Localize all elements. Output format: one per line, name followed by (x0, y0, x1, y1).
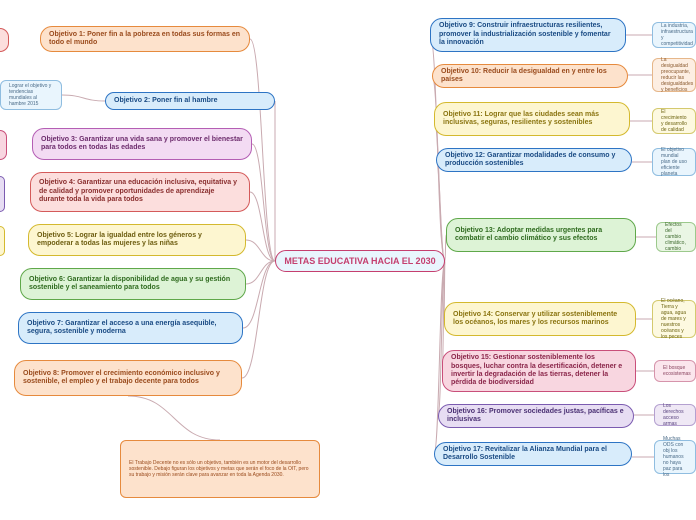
left-node-7[interactable]: Objetivo 7: Garantizar el acceso a una e… (18, 312, 243, 344)
left-node-2[interactable]: Objetivo 2: Poner fin al hambre (105, 92, 275, 110)
cut-node (0, 28, 9, 52)
cut-node (0, 130, 7, 160)
right-node-12[interactable]: Objetivo 12: Garantizar modalidades de c… (436, 148, 632, 172)
sub-node-5[interactable]: El objetivo mundial plan de uso eficient… (652, 148, 696, 176)
left-node-6[interactable]: Objetivo 6: Garantizar la disponibilidad… (20, 268, 246, 300)
cut-node (0, 176, 5, 212)
sub-node-2[interactable]: La industria, infraestructura y competit… (652, 22, 696, 48)
sub-node-0[interactable]: Lograr el objetivo y tendencias mundiale… (0, 80, 62, 110)
left-node-1[interactable]: Objetivo 1: Poner fin a la pobreza en to… (40, 26, 250, 52)
right-node-9[interactable]: Objetivo 9: Construir infraestructuras r… (430, 18, 626, 52)
left-node-3[interactable]: Objetivo 3: Garantizar una vida sana y p… (32, 128, 252, 160)
sub-node-7[interactable]: El océano, Tierra y agua, agua de mares … (652, 300, 696, 338)
sub-node-8[interactable]: El bosque ecosistemas (654, 360, 696, 382)
sub-node-6[interactable]: Efectos del cambio climático, cambio (656, 222, 696, 252)
left-node-4[interactable]: Objetivo 4: Garantizar una educación inc… (30, 172, 250, 212)
right-node-17[interactable]: Objetivo 17: Revitalizar la Alianza Mund… (434, 442, 632, 466)
mindmap-canvas: METAS EDUCATIVA HACIA EL 2030 Objetivo 1:… (0, 0, 696, 520)
sub-node-9[interactable]: Los derechos acceso armas (654, 404, 696, 426)
right-node-13[interactable]: Objetivo 13: Adoptar medidas urgentes pa… (446, 218, 636, 252)
right-node-15[interactable]: Objetivo 15: Gestionar sosteniblemente l… (442, 350, 636, 392)
sub-node-10[interactable]: Muchas ODS con obj los humanos no haya p… (654, 440, 696, 474)
right-node-16[interactable]: Objetivo 16: Promover sociedades justas,… (438, 404, 634, 428)
left-node-8[interactable]: Objetivo 8: Promover el crecimiento econ… (14, 360, 242, 396)
sub-node-4[interactable]: El crecimiento y desarrollo de calidad (652, 108, 696, 134)
left-node-5[interactable]: Objetivo 5: Lograr la igualdad entre los… (28, 224, 246, 256)
sub-node-1[interactable]: El Trabajo Decente no es sólo un objetiv… (120, 440, 320, 498)
sub-node-3[interactable]: La desigualdad preocupante, reducir las … (652, 58, 696, 92)
right-node-10[interactable]: Objetivo 10: Reducir la desigualdad en y… (432, 64, 628, 88)
right-node-11[interactable]: Objetivo 11: Lograr que las ciudades sea… (434, 102, 630, 136)
center-node[interactable]: METAS EDUCATIVA HACIA EL 2030 (275, 250, 445, 272)
cut-node (0, 226, 5, 256)
right-node-14[interactable]: Objetivo 14: Conservar y utilizar sosten… (444, 302, 636, 336)
